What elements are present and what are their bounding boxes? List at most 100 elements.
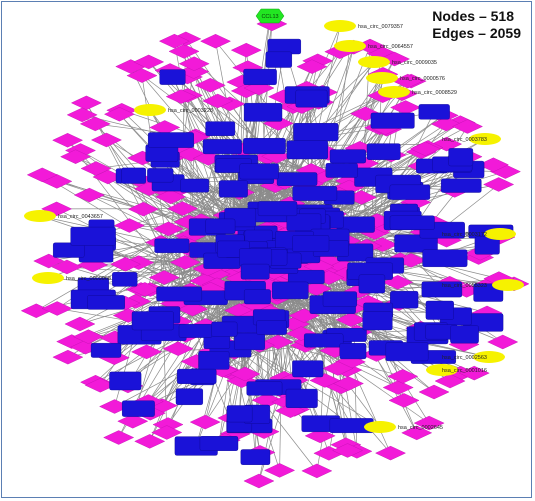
mirna-node: [148, 270, 180, 285]
gene-node: [394, 234, 438, 253]
gene-node: [295, 89, 328, 108]
gene-node: [159, 69, 186, 85]
circrna-label: hsa_circ_0064557: [368, 44, 413, 50]
mirna-node: [60, 149, 92, 164]
edges-count-label: Edges – 2059: [432, 25, 521, 41]
mirna-node: [382, 380, 414, 395]
mirna-node: [229, 366, 261, 382]
mirna-node: [200, 33, 232, 49]
gene-node: [339, 343, 367, 360]
gene-node: [87, 295, 125, 310]
mirna-node: [189, 414, 221, 430]
circrna-ellipse: [24, 210, 56, 222]
gene-node: [175, 388, 203, 406]
gene-node: [180, 178, 210, 193]
mirna-node: [202, 93, 234, 109]
circrna-node: hsa_circ_0079357: [324, 20, 403, 32]
gene-node: [154, 238, 190, 254]
mirna-node: [165, 89, 197, 104]
gene-node: [325, 162, 358, 178]
gene-node: [178, 324, 213, 338]
mirna-node: [26, 167, 58, 183]
mirna-node: [243, 473, 275, 489]
circrna-node: hsa_circ_0009068: [32, 272, 111, 284]
circrna-ellipse: [358, 56, 390, 68]
edge-line: [144, 182, 286, 290]
gene-node: [147, 168, 174, 183]
mirna-node: [169, 255, 201, 270]
gene-node: [70, 226, 116, 246]
mirna-node: [133, 54, 165, 70]
gene-node: [205, 121, 236, 136]
mirna-node: [178, 56, 210, 71]
mirna-node: [131, 344, 163, 360]
circrna-node: hsa_circ_0043657: [24, 210, 103, 222]
circrna-label: hsa_circ_0009035: [392, 60, 437, 66]
mirna-node: [392, 73, 424, 89]
mirna-node: [483, 177, 515, 192]
circrna-node: hsa_circ_0000576: [366, 72, 445, 84]
gene-node: [243, 102, 283, 122]
mirna-node: [413, 415, 445, 431]
circrna-label: hsa_circ_0008529: [412, 90, 457, 96]
mirna-node: [127, 201, 159, 217]
nodes-layer: hsa_circ_0079357 hsa_circ_0064557 hsa_circ…: [20, 8, 530, 489]
mirna-node: [390, 100, 422, 115]
mirna-node: [477, 157, 509, 172]
circrna-node: hsa_circ_0003783: [442, 133, 501, 145]
edge-line: [207, 158, 234, 250]
hub-node: CCL13: [255, 8, 285, 24]
gene-node: [441, 178, 482, 193]
circrna-ellipse: [32, 272, 64, 284]
mirna-node: [322, 361, 354, 376]
gene-node: [226, 405, 253, 423]
gene-node: [199, 436, 239, 451]
mirna-node: [151, 425, 183, 440]
gene-node: [211, 321, 238, 337]
circrna-label: hsa_circ_0002645: [398, 425, 443, 431]
gene-node: [202, 139, 242, 155]
circrna-ellipse: [366, 72, 398, 84]
mirna-node: [126, 68, 158, 83]
gene-node: [293, 123, 339, 142]
gene-node: [205, 218, 236, 234]
gene-node: [389, 184, 431, 200]
gene-node: [257, 201, 298, 216]
mirna-node: [52, 349, 84, 365]
mirna-node: [103, 430, 135, 445]
gene-node: [109, 371, 142, 391]
circrna-node: hsa_circ_0001016: [426, 364, 487, 376]
gene-node: [243, 68, 277, 85]
mirna-node: [194, 78, 226, 93]
gene-node: [286, 213, 322, 232]
gene-node: [292, 185, 338, 201]
gene-node: [285, 388, 318, 408]
gene-node: [286, 140, 328, 160]
gene-node: [272, 281, 309, 300]
gene-node: [366, 143, 401, 160]
circrna-node: hsa_circ_0003172: [442, 228, 516, 240]
circrna-ellipse: [364, 421, 396, 433]
mirna-node: [90, 132, 122, 148]
mirna-node: [52, 133, 84, 148]
gene-node: [276, 172, 318, 186]
gene-node: [243, 138, 286, 155]
gene-node: [198, 351, 230, 370]
gene-node: [450, 325, 479, 344]
circrna-label: hsa_circ_0079357: [358, 24, 403, 30]
gene-node: [121, 400, 155, 417]
circrna-node: hsa_circ_0064557: [334, 40, 413, 52]
mirna-node: [79, 116, 111, 132]
gene-node: [234, 332, 266, 350]
mirna-node: [388, 393, 420, 408]
mirna-node: [296, 59, 328, 74]
circrna-label: hsa_circ_0001016: [442, 368, 487, 374]
mirna-node: [109, 256, 141, 272]
gene-node: [322, 291, 357, 307]
hub-label: CCL13: [261, 14, 278, 20]
circrna-ellipse: [378, 86, 410, 98]
edge-line: [303, 315, 490, 358]
nodes-count-label: Nodes – 518: [432, 8, 514, 24]
